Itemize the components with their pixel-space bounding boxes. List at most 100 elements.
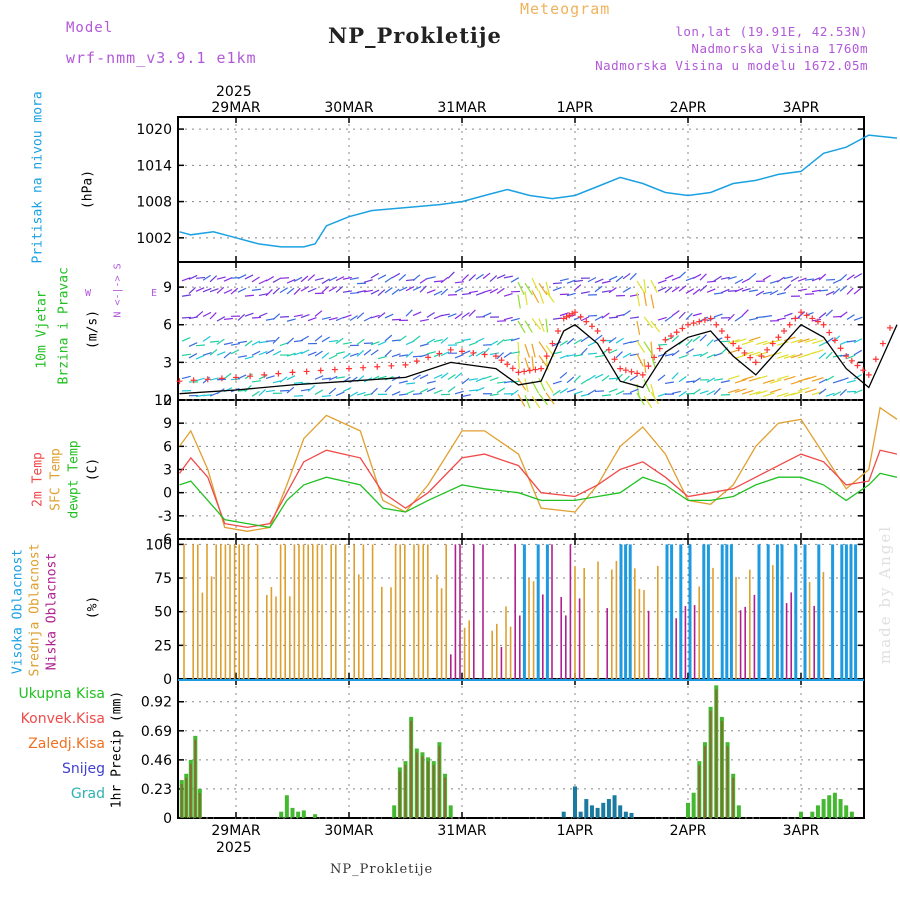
wind-barb — [825, 290, 835, 296]
wind-barb — [601, 312, 610, 319]
wind-barb — [202, 287, 212, 293]
wind-barb — [552, 351, 562, 355]
wind-barb — [636, 280, 645, 294]
wind-barb — [825, 375, 835, 382]
wind-barb — [608, 336, 617, 344]
wind-gust-mark — [747, 354, 754, 361]
wind-gust-mark — [459, 348, 465, 355]
wind-barb — [671, 335, 680, 343]
wind-barb — [818, 289, 829, 292]
wind-barb — [209, 275, 218, 283]
wind-barb — [209, 288, 219, 293]
wind-barb — [489, 352, 499, 356]
wind-barb — [216, 351, 226, 356]
wind-barb — [335, 276, 345, 282]
wind-barb — [741, 389, 754, 395]
precip-bar — [595, 807, 600, 818]
wind-barb — [356, 391, 366, 396]
wind-barb — [398, 354, 408, 357]
wind-barb — [818, 352, 827, 360]
wind-barb — [370, 272, 380, 279]
wind-gust-mark — [662, 336, 669, 343]
date-label-top: 1APR — [556, 100, 594, 116]
wind-barb — [566, 353, 576, 357]
wind-barb — [566, 279, 576, 284]
wind-gust-mark — [543, 353, 550, 360]
wind-barb — [412, 374, 421, 381]
wind-barb — [314, 335, 323, 342]
wind-barb — [475, 377, 485, 383]
wind-barb — [405, 286, 415, 292]
wind-barb — [783, 336, 796, 342]
wind-gust-mark — [848, 357, 855, 364]
wind-barb — [356, 312, 365, 320]
wind-barb — [244, 312, 254, 317]
wind-barb — [531, 356, 535, 371]
wind-barb — [797, 338, 810, 343]
wind-barb — [825, 392, 835, 397]
wind-speed-line — [179, 323, 898, 395]
wind-gust-mark — [600, 337, 607, 344]
wind-gust-mark — [668, 333, 675, 340]
wind-barb — [671, 372, 679, 380]
wind-barb — [258, 374, 268, 380]
precip-conv-bar — [421, 756, 424, 818]
wind-barb — [307, 317, 317, 322]
wind-barb — [265, 349, 275, 355]
wind-barb — [216, 286, 225, 294]
wind-barb — [286, 337, 295, 345]
precip-conv-bar — [410, 720, 413, 818]
wind-barb — [412, 274, 421, 282]
wind-barb — [447, 313, 457, 318]
wind-barb — [741, 278, 751, 284]
wind-barb — [202, 274, 211, 281]
wind-barb — [335, 337, 344, 345]
wind-barb — [202, 311, 212, 318]
precip-tick-label: 0.23 — [141, 782, 172, 798]
wind-barb — [748, 336, 761, 342]
wind-barb — [426, 380, 436, 384]
wind-barb — [615, 351, 623, 359]
wind-barb — [517, 355, 520, 370]
wind-barb — [454, 281, 465, 284]
wind-barb — [664, 286, 673, 294]
wind-barb — [524, 344, 531, 358]
wind-gust-mark — [690, 320, 697, 327]
wind-barb — [335, 391, 345, 397]
wind-gust-mark — [360, 364, 367, 371]
wind-barb — [356, 349, 365, 357]
wind-barb — [678, 285, 687, 292]
wind-barb — [349, 277, 359, 281]
wind-barb — [342, 314, 352, 319]
wind-barb — [209, 349, 218, 356]
wind-barb — [216, 338, 225, 345]
precip-conv-bar — [427, 761, 430, 818]
wind-gust-mark — [498, 357, 505, 364]
precip-tick-label: 0.92 — [141, 695, 172, 711]
wind-barb — [384, 313, 394, 319]
wind-barb — [503, 351, 512, 358]
precip-bar — [844, 805, 849, 818]
wind-barb — [832, 288, 841, 295]
wind-barb — [748, 351, 761, 357]
wind-barb — [230, 287, 239, 295]
wind-barb — [258, 293, 268, 297]
wind-barb — [720, 288, 730, 294]
wind-gust-mark — [645, 363, 652, 370]
wind-barb — [734, 338, 747, 343]
wind-barb — [510, 351, 520, 355]
wind-barb — [853, 373, 863, 380]
wind-barb — [328, 340, 339, 343]
date-label-top: 3APR — [782, 100, 820, 116]
wind-barb — [251, 316, 262, 319]
wind-barb — [699, 334, 707, 342]
wind-barb — [440, 337, 449, 344]
wind-gust-mark — [730, 340, 737, 347]
wind-barb — [440, 288, 449, 296]
temp-dewpt-line — [179, 472, 898, 529]
wind-gust-mark — [481, 351, 488, 358]
cloud-tick-label: 25 — [154, 638, 172, 654]
wind-gust-mark — [724, 334, 731, 341]
wind-barb — [615, 275, 624, 283]
wind-barb — [685, 338, 693, 347]
